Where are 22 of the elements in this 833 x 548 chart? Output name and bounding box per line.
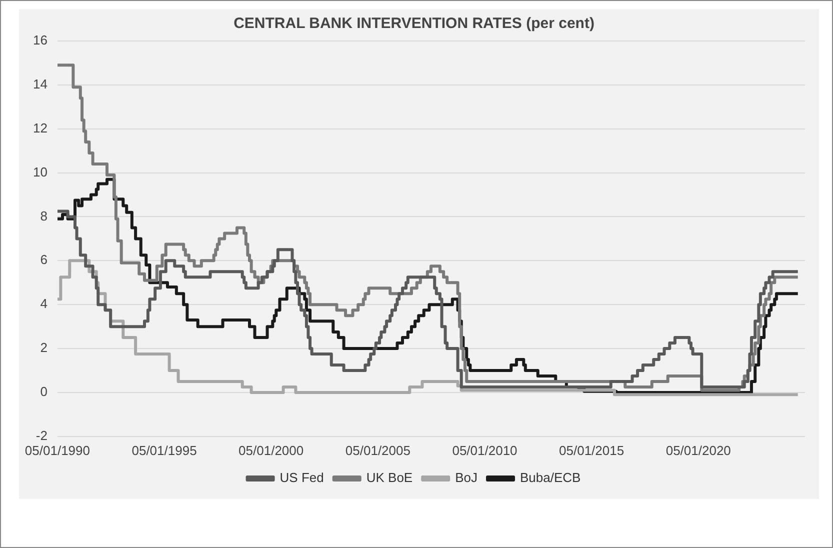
legend-label: BoJ bbox=[455, 470, 478, 486]
y-tick-label: 0 bbox=[40, 384, 48, 400]
y-tick-label: 6 bbox=[40, 252, 48, 268]
x-tick-label: 05/01/1995 bbox=[132, 442, 197, 458]
y-tick-label: 12 bbox=[32, 120, 48, 136]
y-tick-label: 16 bbox=[32, 32, 48, 48]
x-tick-label: 05/01/2005 bbox=[345, 442, 410, 458]
y-tick-label: 14 bbox=[32, 76, 48, 92]
x-tick-label: 05/01/2000 bbox=[238, 442, 304, 458]
x-tick-label: 05/01/2015 bbox=[559, 442, 624, 458]
x-tick-label: 05/01/1990 bbox=[24, 442, 90, 458]
chart-title: CENTRAL BANK INTERVENTION RATES (per cent) bbox=[234, 15, 594, 32]
y-tick-label: -2 bbox=[36, 428, 48, 443]
y-tick-label: 4 bbox=[40, 296, 48, 312]
x-tick-label: 05/01/2010 bbox=[452, 442, 518, 458]
legend-label: US Fed bbox=[280, 470, 324, 486]
legend-label: UK BoE bbox=[366, 470, 413, 486]
x-tick-label: 05/01/2020 bbox=[666, 442, 731, 458]
y-tick-label: 10 bbox=[32, 164, 48, 180]
y-tick-label: 8 bbox=[40, 208, 48, 224]
y-tick-label: 2 bbox=[40, 340, 48, 356]
legend-label: Buba/ECB bbox=[520, 470, 581, 486]
